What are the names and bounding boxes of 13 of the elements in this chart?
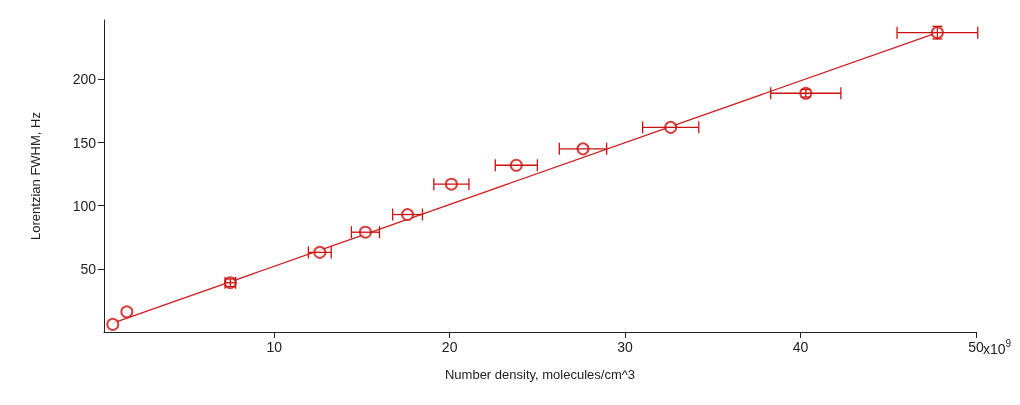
x-tick-label: 40 <box>792 339 809 355</box>
y-tick-label: 100 <box>72 197 97 214</box>
x-tick-label: 20 <box>441 339 458 355</box>
point <box>120 305 134 319</box>
y-tick-label: 50 <box>80 260 97 277</box>
y-axis-title: Lorentzian FWHM, Hz <box>28 112 43 240</box>
y-tick-label: 150 <box>72 134 97 151</box>
x-tick-label: 30 <box>617 339 634 355</box>
x-tick-label: 10 <box>266 339 283 355</box>
point <box>106 317 120 331</box>
x-axis-title: Number density, molecules/cm^3 <box>444 367 636 382</box>
y-tick-label: 200 <box>72 71 97 88</box>
x-tick-label: 50 <box>968 339 984 355</box>
